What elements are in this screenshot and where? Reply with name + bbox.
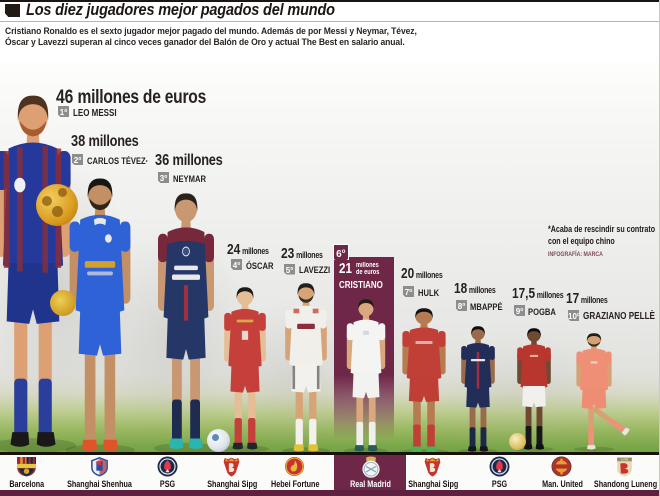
svg-text:LNTB: LNTB — [621, 458, 629, 462]
